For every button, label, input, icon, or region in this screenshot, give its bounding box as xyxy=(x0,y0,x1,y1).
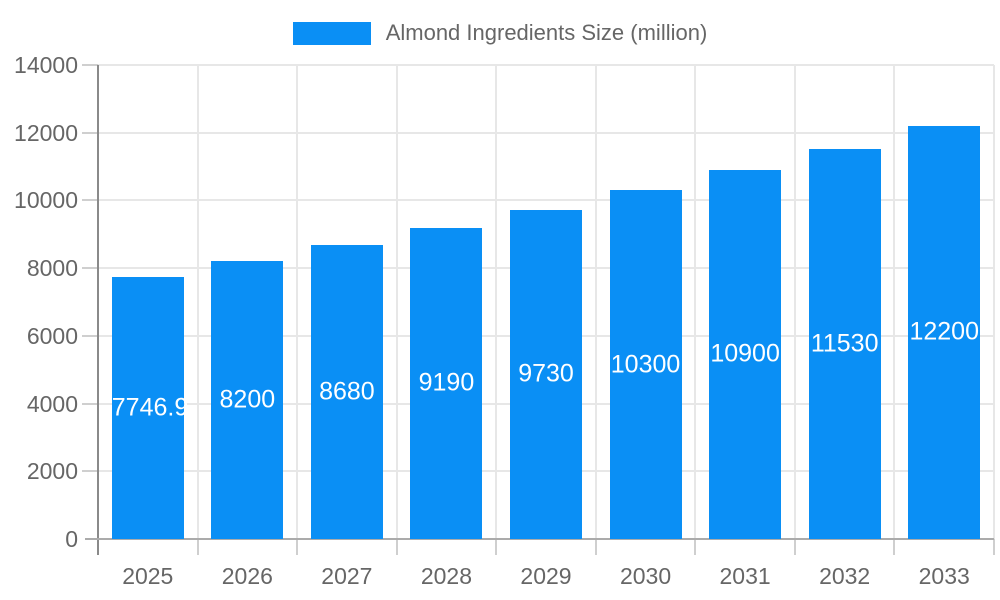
gridline-vertical xyxy=(694,65,697,539)
gridline-vertical xyxy=(793,65,796,539)
y-axis-label: 10000 xyxy=(14,187,78,214)
y-axis-tick xyxy=(82,402,98,405)
bar-value-label: 9190 xyxy=(418,368,475,397)
gridline-vertical xyxy=(395,65,398,539)
y-axis-tick xyxy=(82,131,98,134)
y-axis-label: 2000 xyxy=(26,458,78,485)
bar-value-label: 7746.9 xyxy=(111,393,189,422)
x-axis-tick xyxy=(296,539,299,555)
bar-value-label: 8200 xyxy=(219,385,276,414)
x-axis-line xyxy=(85,538,994,540)
y-axis-label: 12000 xyxy=(14,119,78,146)
bar[interactable]: 10900 xyxy=(709,169,782,539)
gridline-vertical xyxy=(296,65,299,539)
gridline-horizontal xyxy=(98,199,994,202)
gridline-horizontal xyxy=(98,131,994,134)
x-axis-label: 2027 xyxy=(321,563,373,589)
x-axis-label: 2033 xyxy=(918,563,970,589)
bar-value-label: 8680 xyxy=(319,377,375,406)
bar[interactable]: 8680 xyxy=(310,245,383,539)
x-axis-label: 2030 xyxy=(619,563,672,589)
gridline-vertical xyxy=(196,65,199,539)
gridline-vertical xyxy=(893,65,896,539)
y-axis-tick xyxy=(82,64,98,66)
gridline-vertical xyxy=(993,65,995,539)
bar-value-label: 10300 xyxy=(610,350,681,379)
gridline-vertical xyxy=(594,65,597,539)
y-axis-tick xyxy=(82,470,98,473)
x-axis-tick xyxy=(793,539,796,555)
x-axis-tick xyxy=(594,539,597,555)
x-axis-tick xyxy=(196,539,199,555)
y-axis-label: 8000 xyxy=(26,255,78,282)
bar[interactable]: 8200 xyxy=(211,261,284,539)
bar-value-label: 12200 xyxy=(909,317,979,346)
x-axis-label: 2028 xyxy=(420,563,473,589)
x-axis-tick xyxy=(893,539,896,555)
bar[interactable]: 10300 xyxy=(609,190,682,539)
y-axis-tick xyxy=(82,199,98,202)
x-axis-label: 2026 xyxy=(221,563,273,589)
x-axis-tick xyxy=(495,539,498,555)
bar[interactable]: 12200 xyxy=(908,125,981,539)
y-axis-label: 14000 xyxy=(14,52,78,78)
y-axis-line xyxy=(97,65,99,555)
y-axis-label: 0 xyxy=(65,526,78,552)
x-axis-tick xyxy=(694,539,697,555)
legend[interactable]: Almond Ingredients Size (million) xyxy=(0,20,1000,46)
bar[interactable]: 9190 xyxy=(410,227,483,539)
x-axis-label: 2025 xyxy=(122,563,174,589)
gridline-horizontal xyxy=(98,64,994,66)
bar[interactable]: 7746.9 xyxy=(111,276,189,539)
legend-label: Almond Ingredients Size (million) xyxy=(385,20,708,45)
bar-value-label: 10900 xyxy=(710,339,780,368)
y-axis-tick xyxy=(82,334,98,337)
x-axis-tick xyxy=(395,539,398,555)
bar-value-label: 11530 xyxy=(810,329,879,358)
plot-area: 0 2000 4000 6000 8000 10000 12000 14000 7746.9 20… xyxy=(14,52,995,589)
y-axis-label: 4000 xyxy=(26,390,78,417)
bar[interactable]: 11530 xyxy=(808,148,881,539)
gridline-vertical xyxy=(495,65,498,539)
x-axis-label: 2032 xyxy=(819,563,871,589)
legend-swatch-icon xyxy=(292,21,371,45)
y-axis-label: 6000 xyxy=(26,322,78,349)
y-axis-tick xyxy=(82,267,98,270)
x-axis-label: 2029 xyxy=(520,563,572,589)
bar-value-label: 9730 xyxy=(518,359,574,388)
bar[interactable]: 9730 xyxy=(510,209,582,539)
x-axis-label: 2031 xyxy=(719,563,771,589)
x-axis-tick xyxy=(993,539,995,555)
